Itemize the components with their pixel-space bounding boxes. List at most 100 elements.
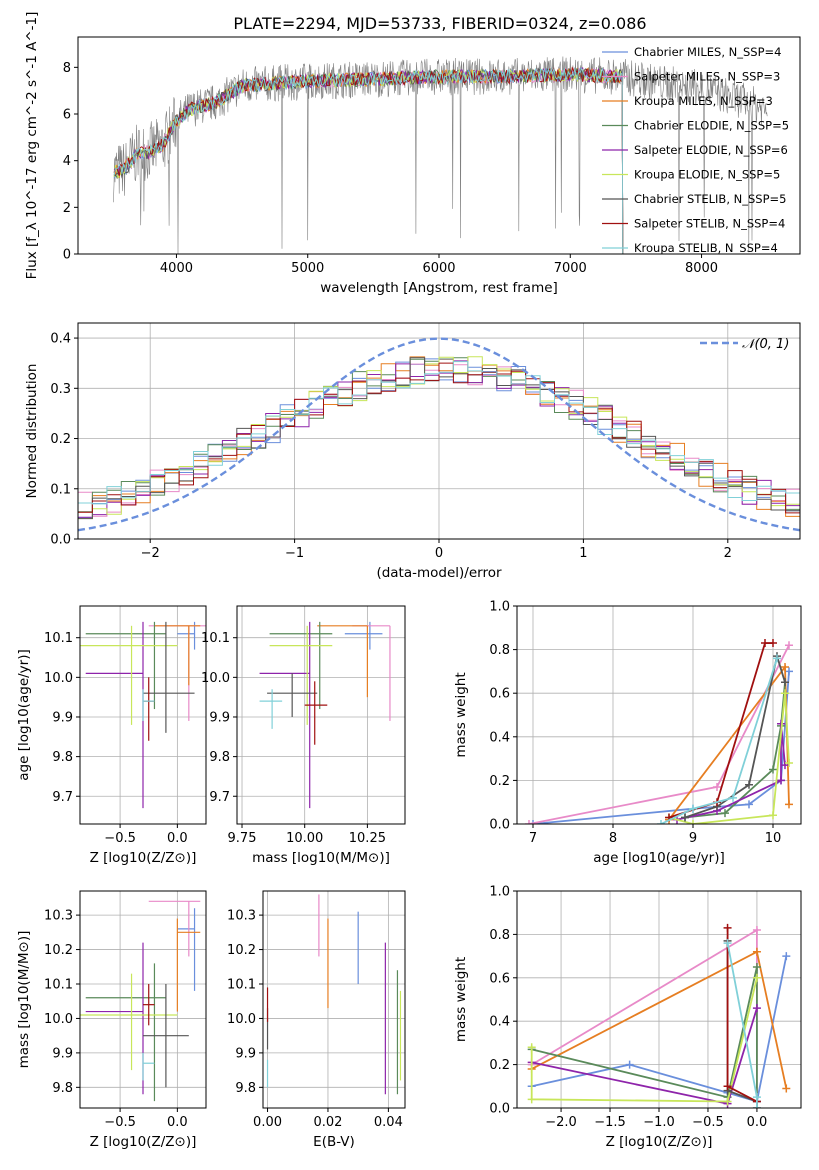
y-tick-label: 0: [63, 248, 71, 263]
x-tick-label: 0.0: [167, 831, 188, 846]
x-tick-label: 8000: [685, 261, 718, 276]
mass-weight-marker-orange: [781, 663, 789, 672]
x-tick-label: 0.0: [167, 1115, 188, 1130]
x-axis-label: Z [log10(Z/Z⊙)]: [90, 1134, 197, 1150]
panel-mass_weight_vs_age: 7 8 9 10 0.0 0.2 0.4 0.6 0.8 1.0 age [log10(age/yr…: [453, 600, 802, 866]
y-tick-label: 1.0: [489, 600, 510, 615]
x-axis-label: Z [log10(Z/Z⊙)]: [606, 1134, 713, 1150]
x-tick-label: −1.0: [643, 1115, 675, 1130]
y-tick-label: 9.9: [235, 1046, 256, 1061]
legend-label: Salpeter STELIB, N_SSP=4: [634, 217, 785, 231]
mass-weight-marker-cyan: [689, 804, 697, 813]
plot-frame: [516, 890, 802, 1109]
y-tick-label: 0.1: [50, 482, 71, 497]
panel-age_vs_Z: −0.5 0.0 9.7 9.8 9.9 10.0 10.1 Z [log10(Z/Z⊙)] a…: [16, 605, 207, 866]
legend-label: 𝒩(0, 1): [742, 337, 789, 352]
y-tick-label: 9.9: [52, 1046, 73, 1061]
y-tick-label: 9.8: [52, 750, 73, 765]
x-tick-label: 2: [724, 546, 732, 561]
y-tick-label: 8: [63, 61, 71, 76]
x-tick-label: −0.5: [104, 831, 136, 846]
plot-frame: [79, 890, 207, 1109]
mass-weight-marker-orange: [782, 1084, 791, 1093]
mass-weight-line-pink: [528, 644, 790, 824]
mass-weight-marker-gray: [745, 780, 753, 789]
mass-weight-marker-yellowgreen: [769, 811, 777, 820]
x-tick-label: 5000: [291, 261, 324, 276]
y-tick-label: 0.8: [489, 928, 510, 943]
y-tick-label: 10.0: [227, 1012, 256, 1027]
y-tick-label: 0.2: [50, 432, 71, 447]
mass-weight-marker-yellowgreen: [781, 689, 789, 698]
x-tick-label: 0: [435, 546, 443, 561]
x-tick-label: 10: [765, 831, 782, 846]
x-tick-label: 9: [689, 831, 697, 846]
plot-area: [525, 639, 793, 824]
mass-weight-marker-pink: [525, 820, 533, 824]
mass-weight-marker-blue: [529, 820, 537, 824]
mass-weight-marker-cyan: [723, 939, 732, 948]
plot-frame: [262, 890, 406, 1109]
y-tick-label: 1.0: [489, 885, 510, 900]
panel-spectrum: 4000 5000 6000 7000 8000 0 2 4 6 8 wavelength [Ang…: [24, 12, 801, 296]
y-axis-label: age [log10(age/yr)]: [16, 649, 32, 781]
mass-weight-marker-blue: [745, 800, 753, 809]
y-tick-label: 0.4: [50, 332, 71, 347]
mass-weight-marker-cyan: [752, 1093, 761, 1102]
mass-weight-marker-green: [752, 962, 761, 971]
x-tick-label: 7: [529, 831, 537, 846]
y-tick-label: 10.3: [227, 909, 256, 924]
mass-weight-marker-gray: [781, 678, 789, 687]
plot-frame: [236, 605, 406, 825]
x-tick-label: 8: [609, 831, 617, 846]
y-tick-label: 9.9: [209, 710, 230, 725]
y-tick-label: 9.7: [52, 790, 73, 805]
panel-mass_vs_Z: −0.5 0.0 9.8 9.9 10.0 10.1 10.2 10.3 Z [log10(Z/…: [16, 890, 207, 1150]
x-axis-label: mass [log10(M/M⊙)]: [252, 850, 390, 866]
y-tick-label: 0.0: [489, 1102, 510, 1117]
y-tick-label: 0.0: [489, 818, 510, 833]
plot-area: [527, 923, 791, 1108]
plot-layer: 4000 5000 6000 7000 8000 0 2 4 6 8 wavelength [Ang…: [16, 12, 802, 1150]
plot-area: [78, 337, 800, 532]
x-tick-label: 1: [579, 546, 587, 561]
mass-weight-marker-red: [761, 639, 769, 648]
y-tick-label: 2: [63, 201, 71, 216]
x-tick-label: −2.0: [545, 1115, 577, 1130]
residual-histogram-yellowgreen: [78, 356, 800, 519]
x-tick-label: 6000: [422, 261, 455, 276]
y-tick-label: 9.7: [209, 790, 230, 805]
panel-mass_vs_EBV: 0.00 0.02 0.04 9.8 9.9 10.0 10.1 10.2 10.3 E(B-V): [227, 890, 406, 1150]
plot-area: [80, 900, 201, 1102]
mass-weight-marker-blue: [625, 1060, 634, 1069]
panel-mass_weight_vs_Z: −2.0 −1.5 −1.0 −0.5 0.0 0.0 0.2 0.4 0.6 0.8 1.0 Z […: [453, 885, 802, 1150]
y-tick-label: 10.1: [44, 978, 73, 993]
y-tick-label: 10.2: [227, 943, 256, 958]
y-axis-label: Flux [f_λ 10^-17 erg cm^-2 s^-1 A^-1]: [24, 12, 40, 280]
y-tick-label: 10.1: [201, 631, 230, 646]
mass-weight-marker-purple: [777, 776, 785, 785]
x-tick-label: 9.75: [228, 831, 257, 846]
mass-weight-marker-pink: [713, 782, 721, 791]
mass-weight-marker-yellowgreen: [527, 1095, 536, 1104]
x-tick-label: −0.5: [692, 1115, 724, 1130]
x-tick-label: −2: [141, 546, 160, 561]
mass-weight-marker-yellowgreen: [689, 820, 697, 824]
legend-label: Salpeter ELODIE, N_SSP=6: [634, 143, 788, 157]
y-tick-label: 9.8: [209, 750, 230, 765]
plot-frame: [79, 605, 207, 825]
mass-weight-marker-yellowgreen: [527, 1043, 536, 1052]
x-tick-label: −1: [285, 546, 304, 561]
x-tick-label: 0.0: [747, 1115, 768, 1130]
legend-label: Chabrier ELODIE, N_SSP=5: [634, 119, 789, 133]
mass-weight-marker-blue: [782, 952, 791, 961]
y-tick-label: 9.8: [235, 1081, 256, 1096]
y-axis-label: mass weight: [453, 672, 469, 757]
legend-label: Chabrier MILES, N_SSP=4: [634, 45, 781, 59]
mass-weight-line-cyan: [660, 658, 778, 824]
y-tick-label: 0.3: [50, 382, 71, 397]
y-tick-label: 0.4: [489, 1015, 510, 1030]
legend-label: Kroupa ELODIE, N_SSP=5: [634, 168, 780, 182]
y-tick-label: 10.0: [44, 1012, 73, 1027]
mass-weight-marker-blue: [785, 667, 793, 676]
